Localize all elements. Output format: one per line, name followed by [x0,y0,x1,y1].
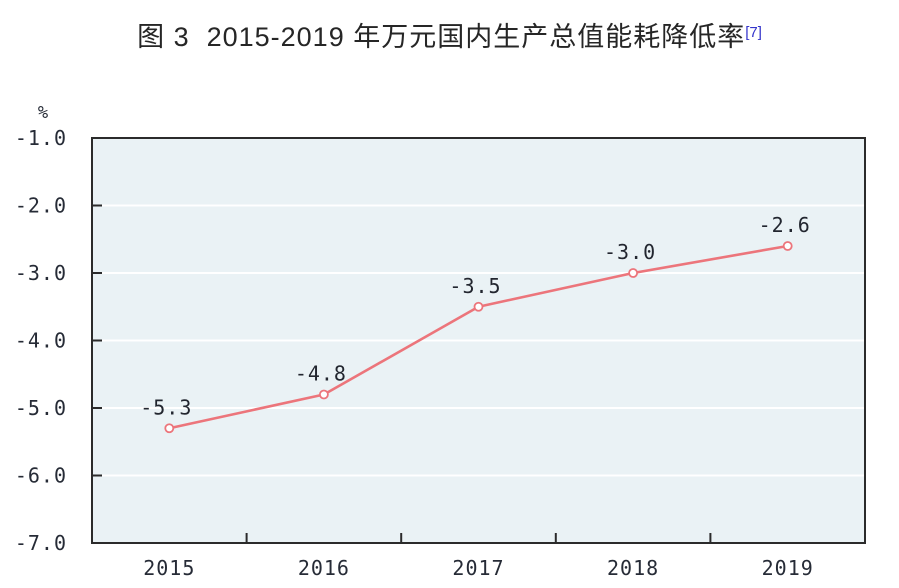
x-category-label: 2017 [452,556,504,580]
x-category-label: 2016 [298,556,350,580]
y-tick-label: -3.0 [15,261,67,285]
data-point-label: -3.0 [604,240,656,264]
footnote-ref-link[interactable]: [7] [745,24,762,41]
data-point-label: -4.8 [295,362,347,386]
y-tick-label: -5.0 [15,396,67,420]
plot-border [91,137,866,544]
data-point-label: -2.6 [759,213,811,237]
y-tick-label: -7.0 [15,531,67,555]
data-point-label: -5.3 [140,395,192,419]
figure-title: 图 3 2015-2019 年万元国内生产总值能耗降低率[7] [0,16,899,54]
x-category-label: 2018 [607,556,659,580]
y-tick-label: -4.0 [15,329,67,353]
data-point-marker [164,423,175,434]
figure-title-text: 图 3 2015-2019 年万元国内生产总值能耗降低率 [137,22,746,52]
data-point-marker [318,389,329,400]
y-tick-label: -1.0 [15,126,67,150]
y-axis-unit-label: % [37,103,49,123]
data-point-label: -3.5 [449,274,501,298]
data-point-marker [473,301,484,312]
y-tick-label: -6.0 [15,464,67,488]
x-category-label: 2015 [143,556,195,580]
y-tick-label: -2.0 [15,194,67,218]
x-category-label: 2019 [762,556,814,580]
data-point-marker [628,268,638,278]
data-point-marker [782,241,793,251]
